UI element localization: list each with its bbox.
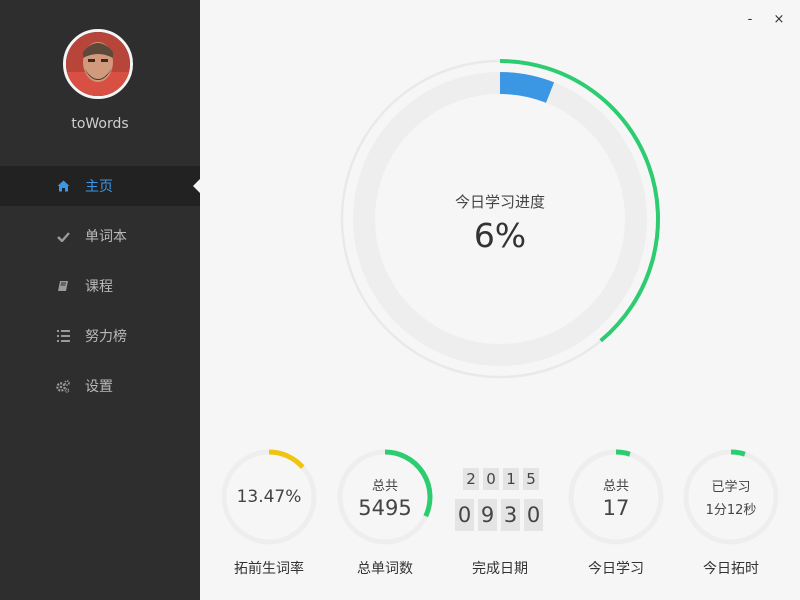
daily-progress-ring xyxy=(340,59,660,379)
today-learn-ring: 总共 17 xyxy=(566,447,666,547)
new-word-rate-caption: 拓前生词率 xyxy=(234,561,304,577)
home-icon xyxy=(56,179,70,193)
finish-year-digit: 0 xyxy=(483,468,499,490)
sidebar-item-label: 主页 xyxy=(85,179,113,195)
sidebar-item-settings[interactable]: 设置 xyxy=(0,366,200,406)
new-word-rate-value: 13.47% xyxy=(236,487,302,507)
today-time-caption: 今日拓时 xyxy=(703,561,759,577)
new-word-rate-ring: 13.47% xyxy=(219,447,319,547)
finish-date-digit: 0 xyxy=(455,499,474,531)
total-words-ring: 总共 5495 xyxy=(335,447,435,547)
today-time-ring: 已学习 1分12秒 xyxy=(681,447,781,547)
total-words-arc xyxy=(384,449,433,518)
sidebar: toWords 主页 单词本 课程 努力榜 xyxy=(0,0,200,600)
book-icon xyxy=(56,279,70,293)
new-word-rate-arc xyxy=(268,449,305,469)
today-learn-caption: 今日学习 xyxy=(588,561,644,577)
total-words-top: 总共 xyxy=(371,478,398,494)
finish-date-digits: 0 9 3 0 xyxy=(455,499,543,531)
list-icon xyxy=(56,329,70,343)
sidebar-item-leaderboard[interactable]: 努力榜 xyxy=(0,316,200,356)
username: toWords xyxy=(71,116,129,132)
finish-date-digit: 3 xyxy=(501,499,520,531)
today-learn-value: 17 xyxy=(602,495,630,520)
today-time-top: 已学习 xyxy=(711,480,751,495)
sidebar-item-label: 努力榜 xyxy=(85,329,127,345)
sidebar-item-home[interactable]: 主页 xyxy=(0,166,200,206)
daily-progress-inner-arc xyxy=(499,72,555,103)
sidebar-item-courses[interactable]: 课程 xyxy=(0,266,200,306)
daily-progress-label: 今日学习进度 xyxy=(454,193,545,211)
minimize-button[interactable]: - xyxy=(747,12,753,27)
today-time-value: 1分12秒 xyxy=(705,503,757,518)
finish-date-digit: 9 xyxy=(478,499,497,531)
total-words-value: 5495 xyxy=(358,495,412,520)
daily-progress-value: 6% xyxy=(473,216,527,255)
main-panel: - × xyxy=(200,0,800,600)
daily-progress-outer-arc xyxy=(499,59,660,343)
sidebar-item-label: 设置 xyxy=(85,379,113,395)
finish-year-digit: 5 xyxy=(523,468,539,490)
sidebar-item-label: 单词本 xyxy=(85,229,127,245)
finish-year-digit: 1 xyxy=(503,468,519,490)
finish-year-digit: 2 xyxy=(463,468,479,490)
total-words-caption: 总单词数 xyxy=(357,561,413,577)
sidebar-item-label: 课程 xyxy=(85,279,113,295)
avatar[interactable] xyxy=(63,29,133,99)
today-learn-top: 总共 xyxy=(602,478,629,494)
today-learn-arc xyxy=(615,449,631,457)
finish-date-digit: 0 xyxy=(524,499,543,531)
gears-icon xyxy=(56,379,70,393)
sidebar-item-wordbook[interactable]: 单词本 xyxy=(0,216,200,256)
close-button[interactable]: × xyxy=(773,12,785,27)
check-icon xyxy=(56,229,70,243)
today-time-arc xyxy=(730,449,746,457)
finish-date-caption: 完成日期 xyxy=(472,561,528,577)
sidebar-nav: 主页 单词本 课程 努力榜 设置 xyxy=(0,166,200,416)
finish-year-digits: 2 0 1 5 xyxy=(463,468,539,490)
